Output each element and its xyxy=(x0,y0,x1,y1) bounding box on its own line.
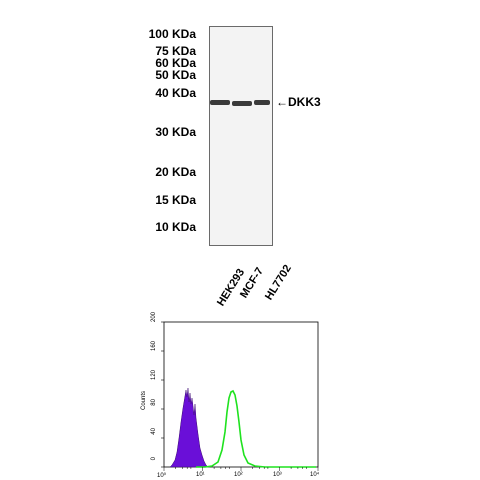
marker-label-100: 100 KDa xyxy=(148,27,196,41)
marker-label-60: 60 KDa xyxy=(155,56,196,70)
x-tick-10e4: 10⁴ xyxy=(310,472,320,478)
blot-membrane xyxy=(209,26,273,246)
marker-label-15: 15 KDa xyxy=(155,193,196,207)
marker-label-50: 50 KDa xyxy=(155,68,196,82)
marker-label-40: 40 KDa xyxy=(155,86,196,100)
x-tick-10e0: 10⁰ xyxy=(157,473,167,479)
band-hek293 xyxy=(210,100,230,105)
sample-histogram-line xyxy=(196,389,316,468)
x-axis-ticks xyxy=(163,467,319,471)
marker-label-75: 75 KDa xyxy=(155,44,196,58)
histogram-svg xyxy=(161,321,319,471)
band-hl7702 xyxy=(254,100,270,105)
marker-label-30: 30 KDa xyxy=(155,125,196,139)
x-tick-10e3: 10³ xyxy=(273,472,282,478)
x-tick-10e1: 10¹ xyxy=(196,472,205,478)
band-mcf7 xyxy=(232,101,252,106)
western-blot-panel: 100 KDa 75 KDa 60 KDa 50 KDa 40 KDa 30 K… xyxy=(148,26,321,308)
x-tick-10e2: 10² xyxy=(234,472,243,478)
marker-label-10: 10 KDa xyxy=(155,220,196,234)
flow-cytometry-panel: 0 40 80 120 160 200 Counts 10⁰ 10¹ 10² 1… xyxy=(0,300,480,480)
y-axis-ticks xyxy=(161,321,164,468)
lane-label-hl7702: HL7702 xyxy=(263,262,294,303)
y-tick-120: 120 xyxy=(151,370,157,381)
y-tick-40: 40 xyxy=(151,428,157,435)
dkk3-target-label: ←DKK3 xyxy=(276,95,321,109)
y-tick-80: 80 xyxy=(151,399,157,406)
y-tick-200: 200 xyxy=(151,312,157,323)
marker-label-20: 20 KDa xyxy=(155,165,196,179)
control-histogram-fill xyxy=(169,387,209,468)
y-tick-160: 160 xyxy=(151,341,157,352)
y-axis-label: Counts xyxy=(141,390,147,410)
